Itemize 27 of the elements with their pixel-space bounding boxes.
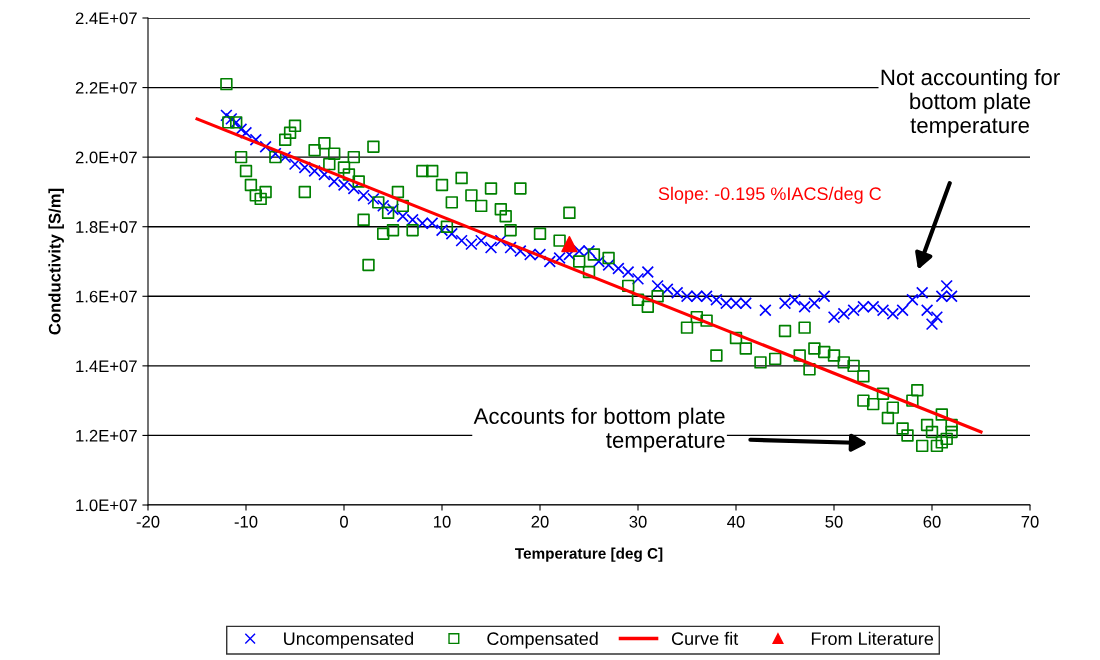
- x-tick-label: 10: [434, 515, 451, 528]
- x-tick-label: 70: [1021, 515, 1039, 528]
- y-tick-label: 1.6E+07: [76, 290, 137, 303]
- y-tick-label: 1.2E+07: [76, 429, 137, 442]
- legend-label: Uncompensated: [284, 631, 414, 649]
- annotation: Slope: -0.195 %IACS/deg C: [658, 186, 882, 204]
- x-tick-label: 50: [825, 515, 843, 528]
- annotation: Not accounting for bottom plate temperature: [881, 68, 1060, 138]
- legend-label: Compensated: [487, 631, 598, 649]
- annotation: Accounts for bottom plate temperature: [473, 407, 725, 453]
- y-tick-label: 1.0E+07: [76, 499, 137, 512]
- y-tick-label: 1.4E+07: [76, 360, 137, 373]
- legend-label: From Literature: [811, 631, 934, 646]
- y-tick-label: 2.2E+07: [75, 81, 137, 94]
- y-tick-label: 1.8E+07: [76, 221, 137, 233]
- x-tick-label: 60: [923, 515, 941, 528]
- x-tick-label: -10: [234, 515, 258, 528]
- x-tick-label: -20: [136, 515, 160, 528]
- y-axis-title: Conductivity [S/m]: [48, 188, 64, 335]
- y-tick-label: 2.0E+07: [75, 151, 137, 164]
- y-tick-label: 2.4E+07: [75, 12, 137, 25]
- x-tick-label: 40: [727, 515, 745, 528]
- legend-label: Curve fit: [671, 631, 739, 646]
- x-tick-label: 30: [629, 515, 647, 528]
- x-tick-label: 20: [531, 515, 549, 528]
- x-tick-label: 0: [340, 515, 348, 528]
- x-axis-title: Temperature [deg C]: [515, 547, 663, 562]
